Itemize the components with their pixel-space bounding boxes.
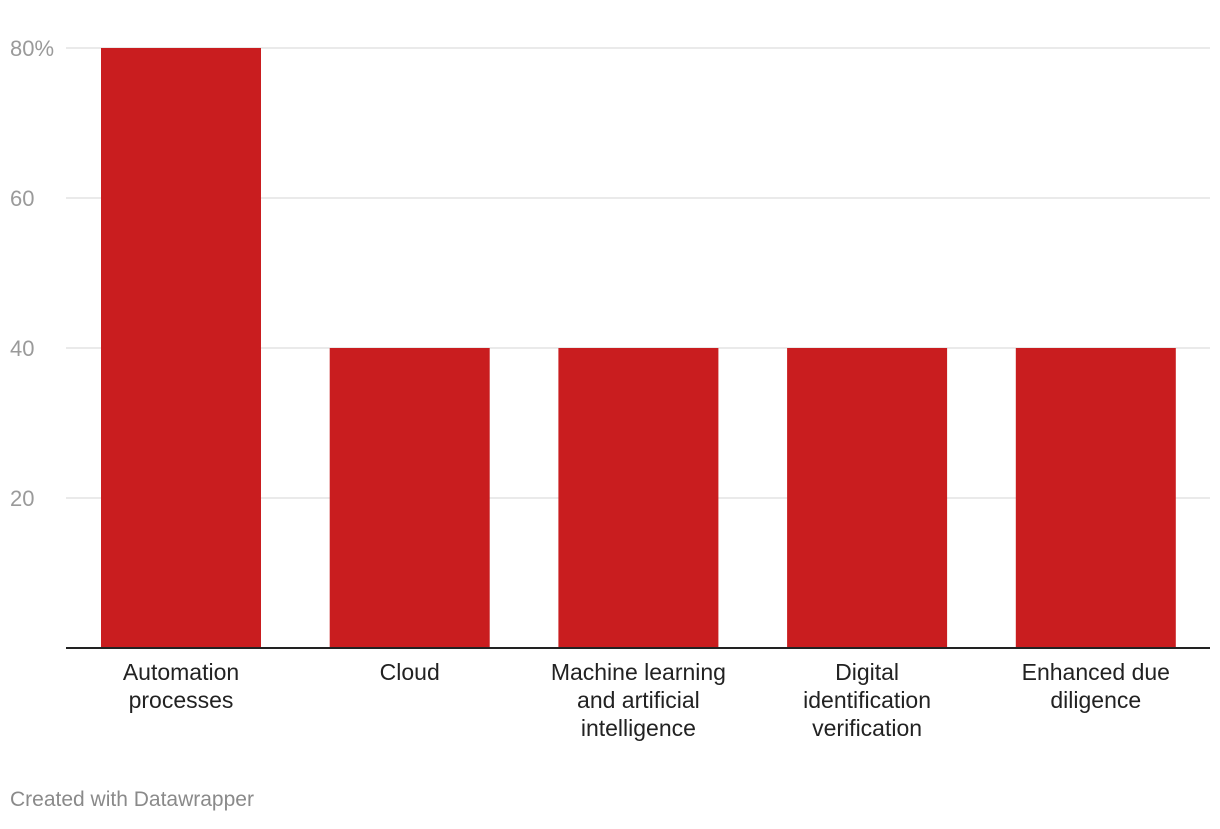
- y-tick-label: 40: [10, 336, 34, 361]
- x-category-label-line: diligence: [1050, 687, 1141, 713]
- x-category-label-line: and artificial: [577, 687, 700, 713]
- bar[interactable]: [101, 48, 261, 648]
- x-category-label-line: Cloud: [380, 659, 440, 685]
- x-category-label-line: processes: [129, 687, 234, 713]
- x-category-label: Digital identification verification: [803, 659, 931, 741]
- x-category-label-line: Digital: [835, 659, 899, 685]
- x-category-label: Automation processes: [123, 659, 239, 713]
- y-tick-label: 20: [10, 486, 34, 511]
- x-category-label: Cloud: [380, 659, 440, 685]
- bar[interactable]: [329, 348, 490, 648]
- x-category-label-line: Automation: [123, 659, 239, 685]
- bar[interactable]: [787, 348, 948, 648]
- bar[interactable]: [558, 348, 719, 648]
- x-category-label: Machine learning and artificial intelligen…: [551, 659, 726, 741]
- x-category-label-line: intelligence: [581, 715, 696, 741]
- x-category-label-line: identification: [803, 687, 931, 713]
- x-category-label: Enhanced due diligence: [1022, 659, 1170, 713]
- datawrapper-credit[interactable]: Created with Datawrapper: [10, 788, 254, 811]
- y-tick-label: 60: [10, 186, 34, 211]
- bar[interactable]: [1015, 348, 1176, 648]
- x-category-label-line: verification: [812, 715, 922, 741]
- y-tick-label: 80%: [10, 36, 54, 61]
- x-category-label-line: Enhanced due: [1022, 659, 1170, 685]
- x-category-label-line: Machine learning: [551, 659, 726, 685]
